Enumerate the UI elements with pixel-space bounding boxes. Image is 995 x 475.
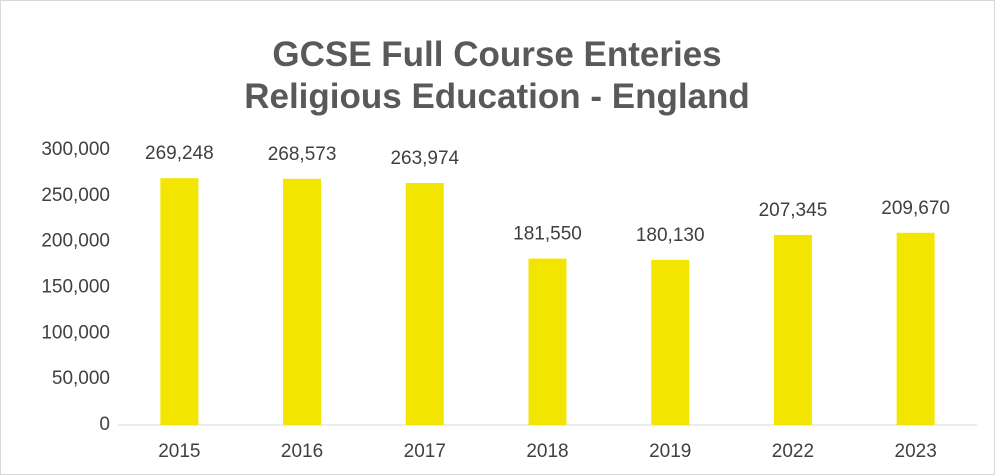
bar xyxy=(528,258,567,425)
y-tick-label: 300,000 xyxy=(41,139,110,160)
y-tick-label: 50,000 xyxy=(52,368,110,389)
bar xyxy=(896,232,935,425)
x-tick-label: 2016 xyxy=(281,441,323,462)
bar xyxy=(405,183,444,425)
x-tick-label: 2022 xyxy=(772,441,814,462)
chart-title: GCSE Full Course Enteries Religious Educ… xyxy=(244,35,750,116)
x-tick-label: 2019 xyxy=(649,441,691,462)
bar xyxy=(651,259,690,425)
bar xyxy=(773,234,812,425)
bar xyxy=(283,178,322,425)
data-label: 181,550 xyxy=(513,224,582,245)
data-label: 269,248 xyxy=(145,143,214,164)
x-tick-label: 2023 xyxy=(895,441,937,462)
x-tick-label: 2017 xyxy=(404,441,446,462)
x-tick-label: 2018 xyxy=(526,441,568,462)
data-label: 263,974 xyxy=(390,148,459,169)
data-label: 268,573 xyxy=(268,144,337,165)
y-tick-label: 100,000 xyxy=(41,322,110,343)
data-label: 207,345 xyxy=(759,200,828,221)
data-label: 209,670 xyxy=(881,198,950,219)
y-tick-label: 200,000 xyxy=(41,231,110,252)
y-tick-label: 150,000 xyxy=(41,277,110,298)
y-tick-label: 250,000 xyxy=(41,185,110,206)
y-tick-label: 0 xyxy=(99,414,110,435)
bar xyxy=(160,178,199,425)
x-tick-label: 2015 xyxy=(158,441,200,462)
data-label: 180,130 xyxy=(636,225,705,246)
